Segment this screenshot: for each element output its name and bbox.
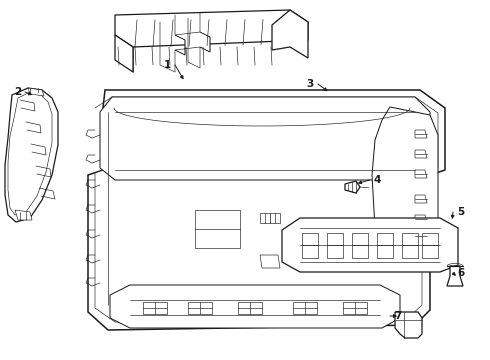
Text: 5: 5 [457,207,464,217]
Polygon shape [402,233,418,258]
Polygon shape [415,130,427,138]
Polygon shape [110,285,400,328]
Text: 6: 6 [457,268,464,278]
Polygon shape [415,195,427,203]
Polygon shape [415,215,427,223]
Polygon shape [293,302,317,314]
Polygon shape [175,32,210,55]
Polygon shape [272,10,308,58]
Polygon shape [282,218,458,272]
Polygon shape [88,90,445,330]
Text: 3: 3 [307,79,314,89]
Polygon shape [115,35,133,72]
Polygon shape [100,97,430,180]
Polygon shape [260,255,280,268]
Text: 2: 2 [14,87,21,97]
Polygon shape [377,233,393,258]
Polygon shape [15,210,32,220]
Polygon shape [95,97,438,322]
Polygon shape [415,232,427,240]
Polygon shape [28,88,44,96]
Polygon shape [345,181,360,193]
Polygon shape [238,302,262,314]
Polygon shape [188,302,212,314]
Polygon shape [5,88,58,222]
Polygon shape [447,266,463,286]
Text: 1: 1 [164,60,171,70]
Polygon shape [327,233,343,258]
Polygon shape [143,302,167,314]
Polygon shape [115,10,308,47]
Text: 7: 7 [394,311,401,321]
Polygon shape [395,312,422,338]
Polygon shape [415,170,427,178]
Polygon shape [415,150,427,158]
Polygon shape [343,302,367,314]
Polygon shape [195,210,240,248]
Polygon shape [260,213,270,223]
Polygon shape [352,233,368,258]
Polygon shape [372,107,438,248]
Polygon shape [270,213,280,223]
Polygon shape [8,92,52,215]
Polygon shape [422,233,438,258]
Polygon shape [302,233,318,258]
Text: 4: 4 [374,175,381,185]
